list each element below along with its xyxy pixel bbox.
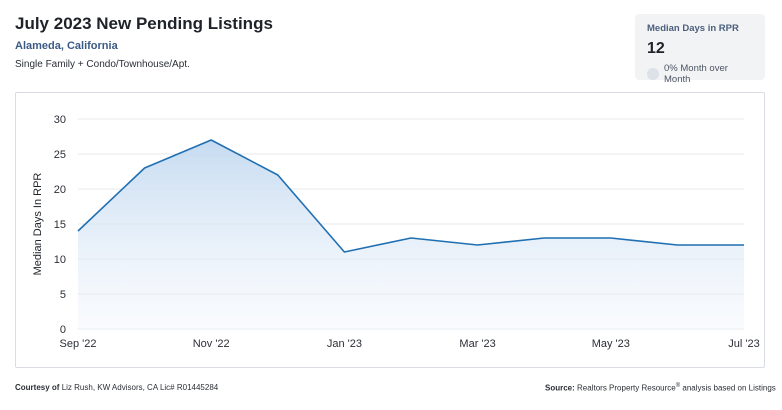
kpi-change-text: 0% Month over Month bbox=[664, 63, 728, 85]
x-tick-label: Sep '22 bbox=[60, 338, 97, 350]
x-tick-label: May '23 bbox=[592, 338, 630, 350]
y-tick-label: 25 bbox=[54, 149, 66, 161]
x-tick-label: Mar '23 bbox=[459, 338, 495, 350]
change-indicator-icon bbox=[647, 68, 659, 80]
courtesy-text: Liz Rush, KW Advisors, CA Lic# R01445284 bbox=[61, 383, 219, 392]
chart-panel: 0 5 10 15 20 25 30 Sep '22 Nov '22 Jan '23 Mar '2… bbox=[15, 92, 765, 368]
y-tick-label: 30 bbox=[54, 114, 66, 126]
source-label: Source: bbox=[545, 383, 575, 393]
y-tick-label: 20 bbox=[54, 184, 66, 196]
kpi-change: 0% Month over Month bbox=[647, 63, 753, 85]
x-tick-label: Jul '23 bbox=[728, 338, 759, 350]
location-label: Alameda, California bbox=[15, 40, 118, 52]
y-tick-label: 10 bbox=[54, 254, 66, 266]
y-tick-label: 15 bbox=[54, 219, 66, 231]
x-tick-label: Nov '22 bbox=[193, 338, 230, 350]
property-types-label: Single Family + Condo/Townhouse/Apt. bbox=[15, 59, 190, 70]
kpi-card: Median Days in RPR 12 0% Month over Mont… bbox=[635, 14, 765, 85]
y-tick-label: 5 bbox=[60, 289, 66, 301]
footer-source: Source: Realtors Property Resource® anal… bbox=[545, 383, 776, 393]
series-area bbox=[78, 140, 744, 329]
page-title: July 2023 New Pending Listings bbox=[15, 14, 273, 33]
y-axis-label: Median Days In RPR bbox=[32, 173, 44, 276]
footer-courtesy: Courtesy of Liz Rush, KW Advisors, CA Li… bbox=[15, 383, 218, 392]
registered-mark: ® bbox=[675, 383, 681, 389]
series-line bbox=[77, 139, 744, 253]
y-tick-label: 0 bbox=[60, 324, 66, 336]
median-days-chart: 0 5 10 15 20 25 30 Sep '22 Nov '22 Jan '23 Mar '2… bbox=[32, 114, 760, 350]
source-text-a: Realtors Property Resource bbox=[577, 383, 676, 393]
source-text-b: analysis based on Listings bbox=[680, 383, 776, 393]
kpi-value: 12 bbox=[647, 40, 665, 57]
x-tick-label: Jan '23 bbox=[327, 338, 362, 350]
kpi-label: Median Days in RPR bbox=[647, 23, 739, 34]
courtesy-label: Courtesy of bbox=[15, 383, 60, 392]
